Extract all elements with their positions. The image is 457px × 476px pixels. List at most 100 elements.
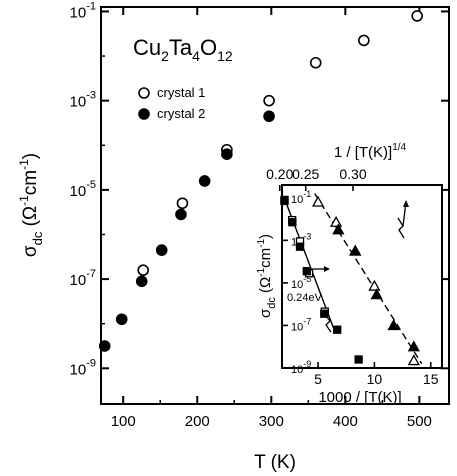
activation-energy-annotation: 0.24eV [287,292,323,304]
tick-exponent: -7 [303,316,311,326]
main-x-axis-label: T (K) [254,452,296,473]
ylabel-sub: dc [266,297,278,309]
inset-filled-square-point [354,355,363,364]
main-x-tick-label: 500 [407,413,432,430]
tick-base: 10 [70,94,87,111]
crystal-2-point [135,275,148,288]
ylabel-unit: cm [257,248,274,268]
main-y-tick-label: 10-1 [70,0,96,21]
main-y-tick-label: 10-5 [70,179,96,200]
inset-filled-triangle-point [407,340,420,352]
tick-exponent: -1 [303,189,311,199]
ylabel-sup: -1 [256,239,267,248]
inset-filled-square-point [280,196,289,206]
inset-fit-line-triangles [314,193,423,365]
tick-exponent: -9 [303,359,311,369]
ylabel-unit: cm [20,170,41,195]
legend-marker [138,87,150,99]
crystal-2-point [221,148,233,161]
inset-top-tick-label: 0.30 [339,166,366,182]
crystal-1-point [263,94,275,107]
inset-top-tick-label: 0.25 [292,166,319,182]
inset-x-axis-label: 1000 / [T(K)] [318,389,401,406]
inset-filled-triangle-point [370,288,383,300]
formula-subscript: 4 [192,48,200,64]
inset-arrowhead [324,266,330,272]
inset-filled-square-point [295,242,305,251]
crystal-2-point [175,208,187,221]
ylabel-sup: -1 [17,195,31,206]
main-x-tick-label: 400 [333,413,358,430]
tick-base: 10 [70,272,87,289]
tick-exponent: -1 [86,0,96,12]
formula-subscript: 12 [217,48,233,64]
main-y-tick-label: 10-9 [70,357,96,378]
inset-open-triangle-point [368,279,381,291]
tick-exponent: -3 [303,231,311,241]
crystal-1-point [309,56,322,69]
inset-x-tick-label: 15 [423,371,439,387]
crystal-2-point [115,313,128,326]
inset-filled-square-point [302,267,311,276]
tick-exponent: -7 [86,268,96,280]
tick-exponent: -9 [86,357,96,369]
inset-open-triangle-point [311,195,325,207]
inset-x-tick-label: 5 [314,371,322,387]
inset-filled-triangle-point [349,244,362,256]
inset-labels: 1000 / [T(K)] 1 / [T(K)]1/4 σdc (Ω-1cm-1) 0… [256,142,407,406]
tick-base: 10 [291,364,303,376]
tick-base: 10 [70,361,87,378]
tick-exponent: -3 [86,90,96,102]
inset-top-label-sup: 1/4 [392,142,406,153]
inset-squiggle [324,314,332,333]
inset-top-tick-label: 0.20 [266,166,293,182]
ylabel-sub: dc [30,231,45,245]
tick-base: 10 [70,183,87,200]
inset-squiggle [397,217,405,239]
inset-y-tick-label: 10-5 [291,274,311,291]
crystal-1-point [176,197,189,210]
ylabel-unit: ) [257,234,274,239]
formula-element: Cu [133,35,161,60]
inset-y-tick-label: 10-7 [291,316,311,333]
tick-exponent: -5 [86,179,96,191]
inset-filled-triangle-point [332,223,345,235]
main-plot-frame [100,6,450,405]
main-points [98,10,423,352]
inset-arrowhead [403,200,409,207]
ylabel-unit: (Ω [20,206,41,232]
inset-y-tick-label: 10-1 [291,189,311,206]
main-x-tick-label: 100 [111,413,136,430]
ylabel-unit: ) [20,153,41,159]
crystal-1-point [358,34,370,47]
inset-top-label-text: 1 / [T(K)] [334,144,392,161]
crystal-2-point [263,110,275,123]
crystal-1-point [137,264,150,276]
ylabel-unit: (Ω [257,277,274,297]
inset-open-triangle-point [407,354,420,366]
main-y-axis-label: σdc (Ω-1cm-1) [17,153,45,257]
inset-x-tick-label: 10 [367,371,383,387]
crystal-2-point [98,340,111,352]
formula-subscript: 2 [161,48,169,64]
crystal-2-point [198,175,211,187]
inset-filled-square-point [333,325,342,334]
main-y-tick-label: 10-3 [70,90,96,111]
formula-element: O [200,35,217,60]
compound-label: Cu2Ta4O12 [133,35,233,64]
main-x-tick-label: 200 [185,413,210,430]
inset-filled-square-point [288,218,297,227]
inset-points [280,195,420,366]
inset-y-axis-label: σdc (Ω-1cm-1) [256,234,278,318]
inset-top-axis-label: 1 / [T(K)]1/4 [334,142,407,161]
tick-base: 10 [291,279,303,291]
legend-label: crystal 2 [157,106,205,121]
ylabel-sup: -1 [256,267,267,276]
main-x-tick-label: 300 [259,413,284,430]
tick-exponent: -5 [303,274,311,284]
